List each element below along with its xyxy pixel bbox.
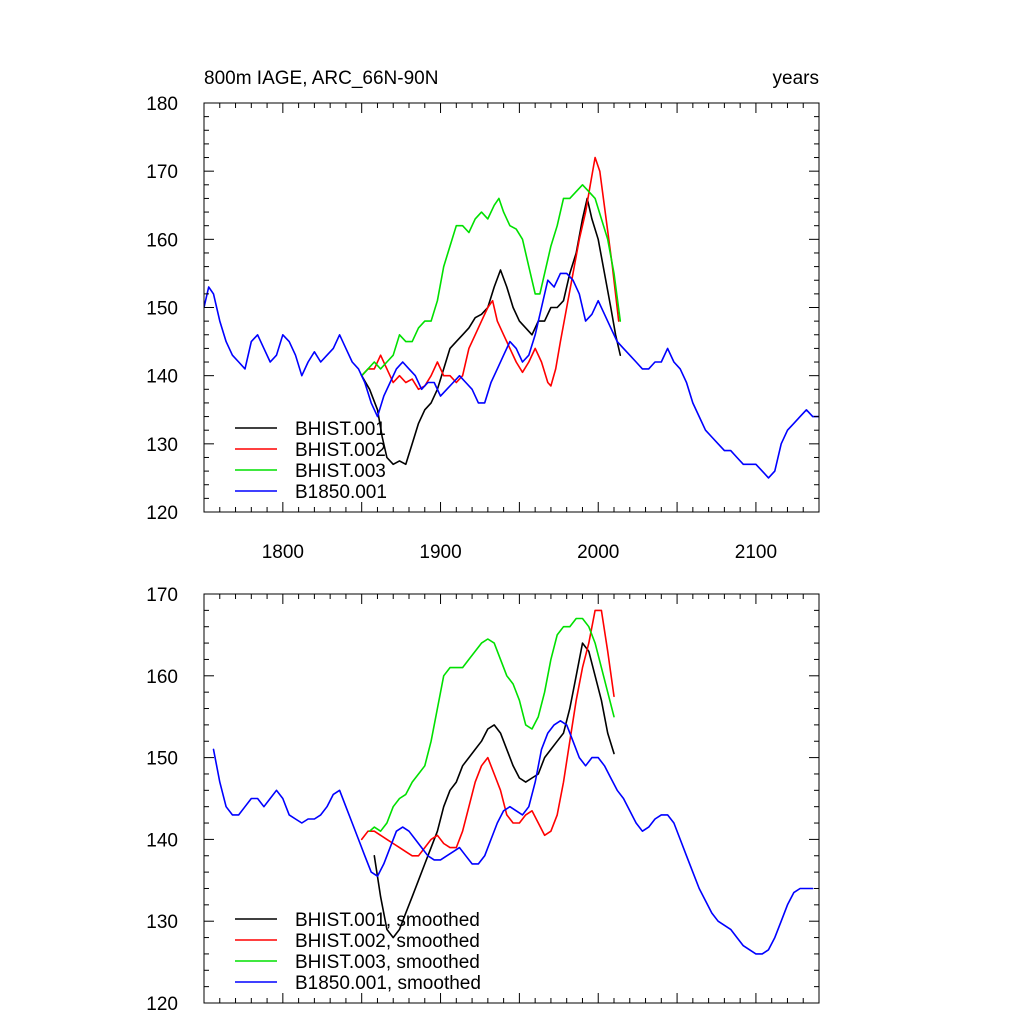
chart-1-ytick-label: 150 bbox=[146, 749, 178, 770]
chart-1-legend-label: BHIST.001, smoothed bbox=[295, 910, 480, 931]
chart-0-legend-label: BHIST.001 bbox=[295, 419, 386, 440]
chart-1-ytick-label: 130 bbox=[146, 912, 178, 933]
chart-0-series-bhist-001 bbox=[360, 197, 622, 466]
chart-0-legend-label: BHIST.002 bbox=[295, 440, 386, 461]
chart-1-series-bhist-003-smoothed bbox=[368, 617, 615, 832]
chart-1-legend-label: B1850.001, smoothed bbox=[295, 973, 481, 994]
chart-0-ytick-label: 140 bbox=[146, 367, 178, 388]
chart-1-ytick-label: 170 bbox=[146, 585, 178, 606]
chart-1-ytick-label: 120 bbox=[146, 994, 178, 1015]
chart-0-xtick-label: 1900 bbox=[419, 542, 461, 563]
chart-0-xtick-label: 2000 bbox=[577, 542, 619, 563]
chart-0-xtick-label: 1800 bbox=[262, 542, 304, 563]
chart-1-ytick-label: 160 bbox=[146, 667, 178, 688]
chart-0-series-bhist-003 bbox=[360, 184, 622, 377]
chart-0-ytick-label: 170 bbox=[146, 162, 178, 183]
chart-1-legend-label: BHIST.002, smoothed bbox=[295, 931, 480, 952]
chart-1-series-b1850-001-smoothed bbox=[212, 720, 814, 955]
chart-1-series-bhist-001-smoothed bbox=[373, 642, 615, 939]
chart-0-ytick-label: 180 bbox=[146, 94, 178, 115]
chart-0-ytick-label: 120 bbox=[146, 503, 178, 524]
chart-0-legend-label: BHIST.003 bbox=[295, 461, 386, 482]
chart-1-series-bhist-002-smoothed bbox=[360, 609, 615, 857]
chart-title: 800m IAGE, ARC_66N-90N bbox=[204, 68, 438, 89]
units-label: years bbox=[773, 68, 819, 89]
chart-0-ytick-label: 130 bbox=[146, 435, 178, 456]
chart-0-ytick-label: 160 bbox=[146, 230, 178, 251]
raw-panel: 120 130 140 150 160 170 180 1800 1900 2000 2100 BHI… bbox=[146, 94, 820, 563]
chart-1-frame bbox=[203, 593, 820, 1004]
chart-1-ytick-label: 140 bbox=[146, 830, 178, 851]
chart-1-legend-label: BHIST.003, smoothed bbox=[295, 952, 480, 973]
chart-0-legend-label: B1850.001 bbox=[295, 482, 387, 503]
chart-0-xtick-label: 2100 bbox=[735, 542, 777, 563]
chart-0-ytick-label: 150 bbox=[146, 299, 178, 320]
chart-0-series-bhist-002 bbox=[360, 156, 620, 391]
chart-0-series-b1850-001 bbox=[204, 272, 819, 479]
